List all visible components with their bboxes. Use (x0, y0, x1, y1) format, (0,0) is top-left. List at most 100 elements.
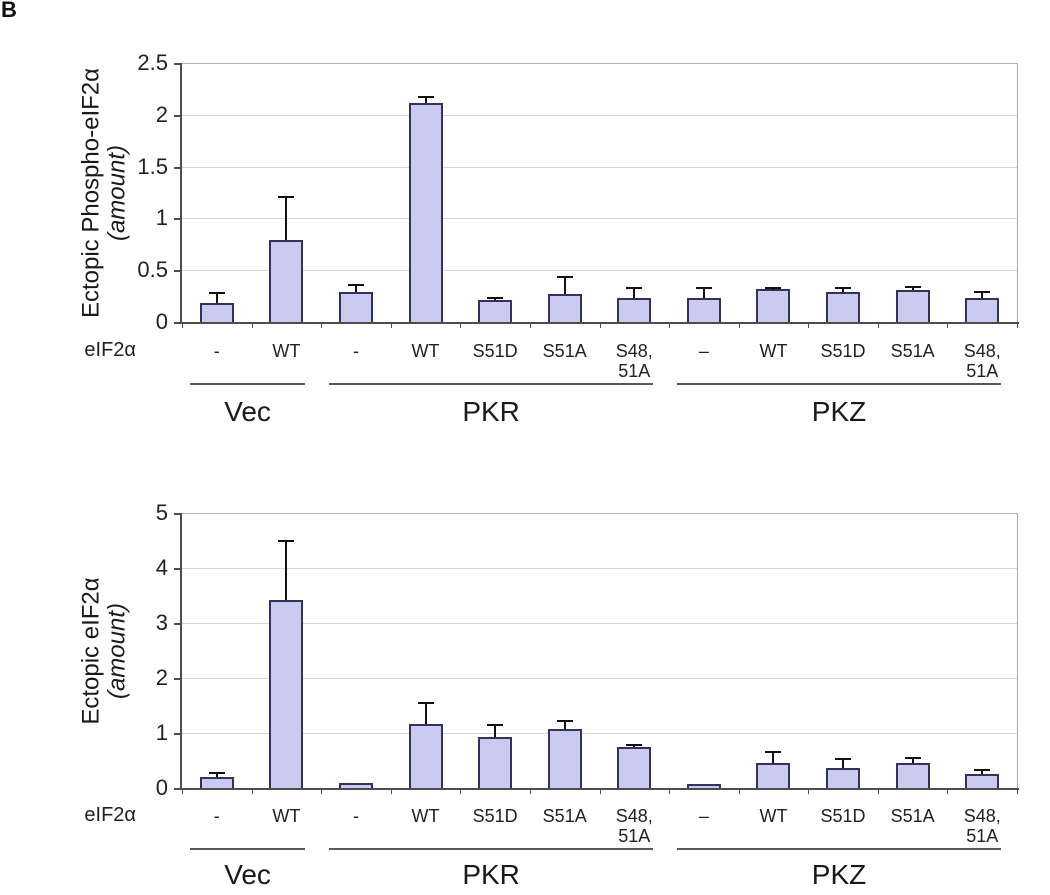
x-axis-tick (251, 322, 253, 328)
bar (338, 783, 373, 788)
group-label: PKR (462, 859, 520, 890)
x-axis-tick (877, 788, 879, 794)
bar (408, 103, 443, 322)
x-axis-tick (251, 788, 253, 794)
bar (199, 777, 234, 788)
panel-label: B (1, 0, 17, 22)
error-bar-cap (347, 283, 364, 286)
error-bar-cap (556, 276, 573, 279)
category-label: – (698, 341, 709, 361)
bar (269, 599, 304, 788)
error-bar-cap (765, 751, 782, 754)
bar (478, 300, 513, 322)
x-axis-tick (808, 788, 810, 794)
error-bar-cap (974, 768, 991, 771)
error-bar-stem (285, 196, 288, 241)
bar (338, 291, 373, 322)
error-bar-stem (911, 286, 914, 290)
category-label: WT (272, 806, 301, 826)
y-tick-label: 5 (155, 500, 168, 525)
y-axis-tick (174, 513, 182, 515)
error-bar-stem (494, 724, 497, 737)
error-bar-stem (842, 287, 845, 292)
category-label: - (352, 806, 359, 826)
group-label: PKZ (811, 396, 867, 427)
y-tick-label: 2 (155, 101, 168, 127)
category-label: S51D (820, 806, 866, 826)
error-bar-stem (424, 97, 427, 104)
category-label: - (213, 806, 220, 826)
x-axis-tick (529, 322, 531, 328)
y-tick-label: 2 (155, 665, 168, 690)
x-axis-tick (669, 322, 671, 328)
group-underline (190, 383, 306, 385)
x-axis-tick (599, 322, 601, 328)
bar (965, 773, 1000, 788)
error-bar-cap (765, 286, 782, 289)
x-axis-tick (669, 788, 671, 794)
error-bar-stem (494, 298, 497, 301)
error-bar-stem (911, 757, 914, 764)
error-bar-cap (904, 285, 921, 288)
error-bar-stem (215, 292, 218, 304)
y-tick-label: 0.5 (137, 257, 168, 283)
category-label: S48, 51A (963, 806, 1001, 846)
x-axis-tick (877, 322, 879, 328)
bar (895, 289, 930, 322)
x-axis-tick (390, 788, 392, 794)
x-axis-tick (182, 322, 183, 328)
bar (686, 783, 721, 788)
bar (756, 288, 791, 322)
error-bar-stem (633, 287, 636, 299)
gridline (182, 623, 1017, 624)
x-row-label: eIF2α (84, 339, 136, 361)
category-label: – (698, 806, 709, 826)
y-axis-title-line1: Ectopic eIF2α (77, 576, 104, 725)
gridline (182, 733, 1017, 734)
error-bar-stem (981, 291, 984, 299)
x-axis-tick (182, 788, 183, 794)
x-axis-tick (321, 788, 323, 794)
error-bar-cap (208, 291, 225, 294)
error-bar-stem (633, 745, 636, 748)
gridline (182, 218, 1017, 220)
y-axis-tick (174, 166, 182, 169)
error-bar-stem (981, 769, 984, 774)
group-underline (677, 848, 1001, 850)
x-row-label: eIF2α (84, 804, 136, 826)
y-tick-label: 0 (155, 775, 168, 800)
category-label: S48, 51A (615, 806, 653, 846)
error-bar-stem (772, 752, 775, 763)
y-axis-tick (174, 63, 182, 65)
category-label: S51A (890, 341, 935, 361)
group-underline (329, 383, 654, 385)
y-axis-tick (174, 788, 182, 790)
y-tick-label: 1 (155, 205, 168, 231)
group-label: Vec (224, 396, 271, 427)
gridline (182, 568, 1017, 569)
error-bar-stem (424, 702, 427, 724)
y-tick-label: 1.5 (137, 153, 168, 179)
y-axis-tick (174, 114, 182, 117)
category-label: S51A (890, 806, 935, 826)
group-label: PKR (462, 396, 520, 427)
y-tick-label: 1 (155, 720, 168, 745)
category-label: - (213, 341, 220, 361)
bar (547, 729, 582, 788)
error-bar-stem (842, 759, 845, 768)
x-axis-tick (808, 322, 810, 328)
bar (686, 298, 721, 322)
y-tick-label: 2.5 (137, 50, 168, 75)
error-bar-cap (626, 744, 643, 747)
bar (478, 736, 513, 788)
error-bar-stem (702, 287, 705, 299)
category-label: S51A (542, 341, 587, 361)
error-bar-cap (487, 297, 504, 300)
x-axis-tick (529, 788, 531, 794)
x-axis-tick (738, 322, 740, 328)
error-bar-cap (417, 701, 434, 704)
bar (756, 762, 791, 788)
bar (617, 746, 652, 788)
category-label: S51D (820, 341, 866, 361)
